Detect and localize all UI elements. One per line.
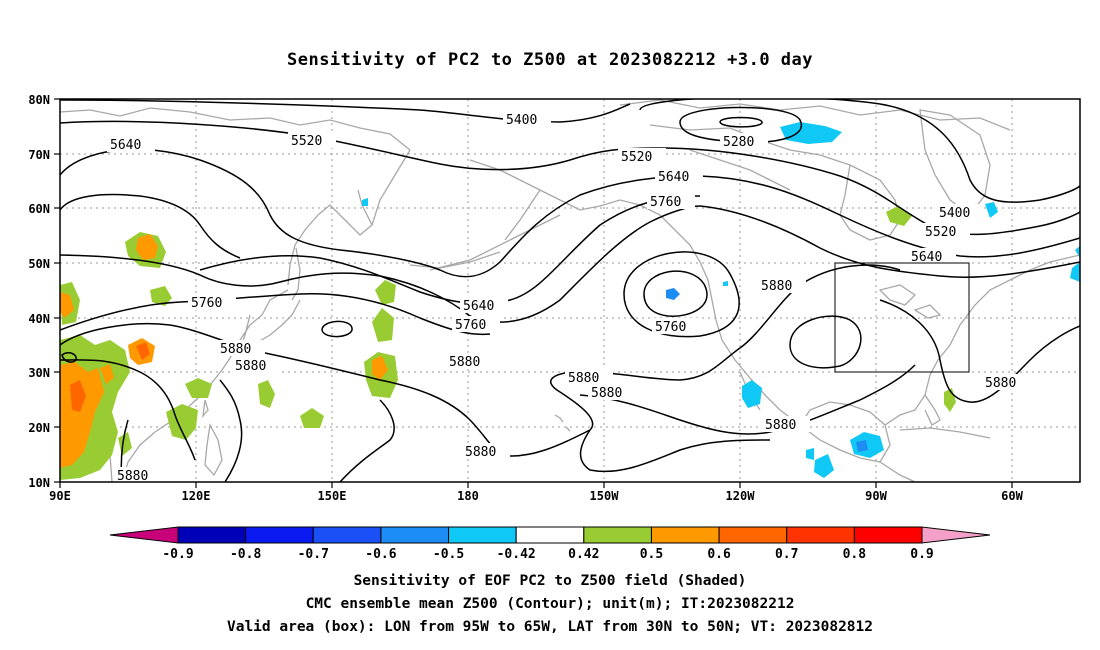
colorbar-label: -0.9	[162, 547, 193, 562]
colorbar: -0.9 -0.8 -0.7 -0.6 -0.5 -0.42 0.42 0.5 0.6 0.7 0.…	[109, 526, 991, 562]
contour-label: 5640	[110, 138, 141, 153]
colorbar-low-triangle	[109, 526, 179, 544]
colorbar-swatch	[515, 526, 585, 544]
contour-label: 5640	[658, 170, 689, 185]
contour-label: 5640	[911, 250, 942, 265]
colorbar-swatch	[380, 526, 450, 544]
colorbar-swatch	[650, 526, 720, 544]
footer-line-1: Sensitivity of EOF PC2 to Z500 field (Sh…	[353, 573, 747, 589]
contour-label: 5760	[655, 320, 686, 335]
colorbar-swatch	[786, 526, 855, 544]
colorbar-label: 0.6	[707, 547, 731, 562]
lon-label: 150W	[590, 489, 620, 503]
colorbar-swatch	[448, 526, 517, 544]
colorbar-swatch	[177, 526, 247, 544]
lon-label: 90W	[865, 489, 887, 503]
contour-label: 5760	[455, 318, 486, 333]
contour-label: 5880	[761, 279, 792, 294]
contour-label: 5880	[765, 418, 796, 433]
lat-label: 30N	[28, 366, 50, 380]
contour-label: 5400	[506, 113, 537, 128]
lon-label: 150E	[318, 489, 347, 503]
lon-label: 120E	[182, 489, 211, 503]
lat-label: 10N	[28, 476, 50, 490]
lon-label: 180	[457, 489, 479, 503]
colorbar-swatch	[718, 526, 788, 544]
colorbar-label: 0.8	[843, 547, 867, 562]
lat-label: 70N	[28, 148, 50, 162]
contour-label: 5520	[621, 150, 652, 165]
colorbar-label: 0.5	[640, 547, 663, 562]
contour-label: 5880	[220, 342, 251, 357]
lat-label: 40N	[28, 312, 50, 326]
colorbar-label: 0.42	[568, 547, 599, 562]
colorbar-swatch	[583, 526, 652, 544]
contour-label: 5880	[568, 371, 599, 386]
colorbar-label: 0.9	[910, 547, 933, 562]
colorbar-swatch	[245, 526, 314, 544]
contour-label: 5880	[449, 355, 480, 370]
colorbar-label: -0.6	[365, 547, 396, 562]
contour-label: 5760	[191, 296, 222, 311]
colorbar-swatch	[312, 526, 382, 544]
contour-labels: 5400 5280 5520 5640 5520 5640 5760 5400 …	[107, 111, 1030, 484]
lon-label: 120W	[726, 489, 756, 503]
map-title: Sensitivity of PC2 to Z500 at 2023082212…	[286, 50, 813, 70]
colorbar-label: -0.42	[497, 547, 536, 562]
contour-label: 5640	[463, 299, 494, 314]
colorbar-label: -0.8	[230, 547, 261, 562]
contour-label: 5280	[723, 135, 754, 150]
contour-label: 5880	[235, 359, 266, 374]
colorbar-high-triangle	[921, 526, 991, 544]
coastlines	[60, 99, 1080, 482]
lon-labels: 90E 120E 150E 180 150W 120W 90W 60W	[49, 489, 1023, 503]
contour-label: 5520	[291, 134, 322, 149]
contour-label: 5880	[591, 386, 622, 401]
sensitivity-shading	[60, 122, 1080, 480]
contour-label: 5880	[117, 469, 148, 484]
contour-label: 5880	[465, 445, 496, 460]
footer-line-3: Valid area (box): LON from 95W to 65W, L…	[226, 619, 873, 635]
map-frame	[59, 98, 1081, 483]
colorbar-label: -0.7	[298, 547, 329, 562]
colorbar-label: -0.5	[433, 547, 464, 562]
colorbar-swatch	[853, 526, 923, 544]
contour-label: 5760	[650, 195, 681, 210]
lat-label: 60N	[28, 202, 50, 216]
contour-label: 5400	[939, 206, 970, 221]
colorbar-label: 0.7	[775, 547, 798, 562]
valid-area-box	[834, 262, 970, 373]
lat-label: 20N	[28, 421, 50, 435]
lon-label: 60W	[1001, 489, 1023, 503]
lat-label: 50N	[28, 257, 50, 271]
lon-label: 90E	[49, 489, 71, 503]
lat-label: 80N	[28, 93, 50, 107]
tick-marks	[54, 98, 1013, 488]
contour-label: 5880	[985, 376, 1016, 391]
footer-line-2: CMC ensemble mean Z500 (Contour); unit(m…	[305, 596, 795, 612]
lat-labels: 80N 70N 60N 50N 40N 30N 20N 10N	[28, 93, 50, 490]
contour-label: 5520	[925, 225, 956, 240]
